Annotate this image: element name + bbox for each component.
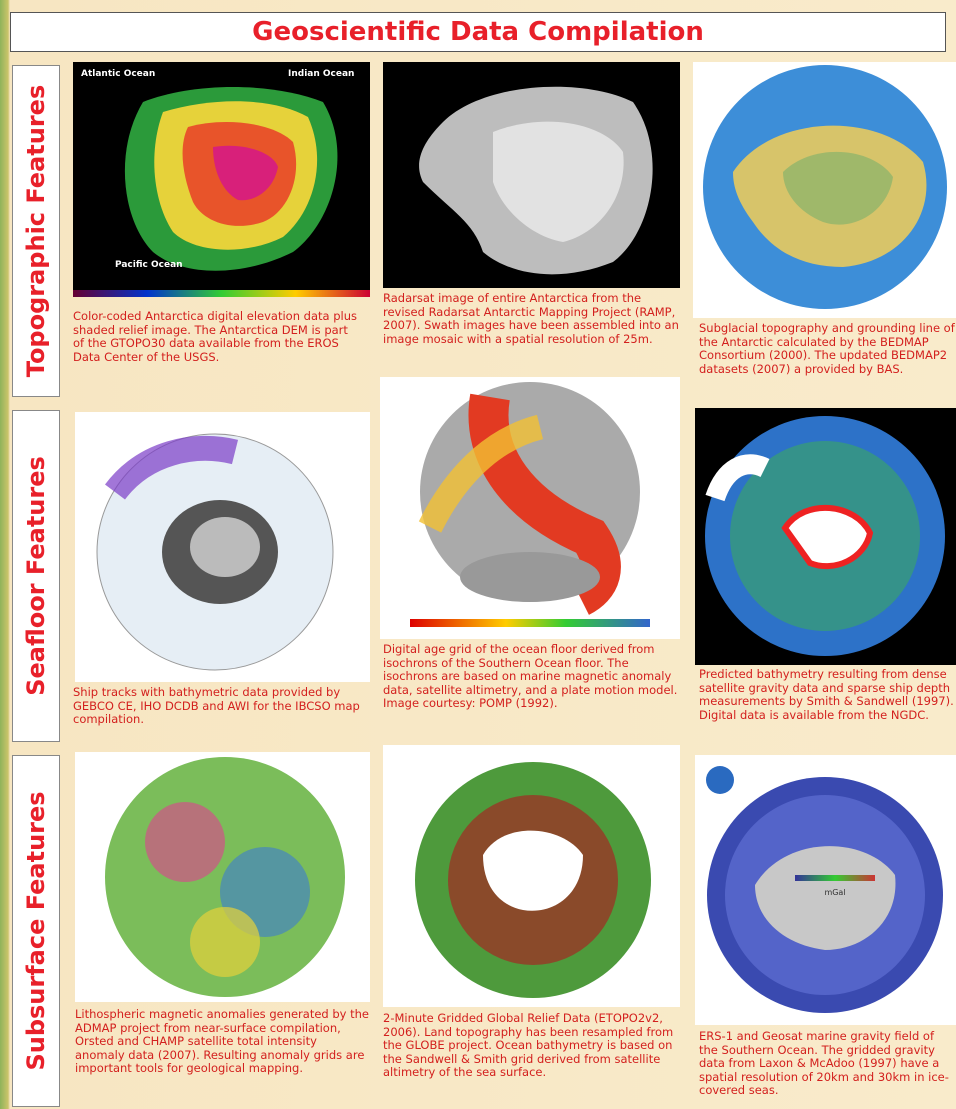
map-label: Pacific Ocean: [115, 260, 183, 270]
caption: Predicted bathymetry resulting from dens…: [699, 668, 954, 722]
dem-image: Atlantic Ocean Indian Ocean Pacific Ocea…: [73, 62, 370, 297]
caption: ERS-1 and Geosat marine gravity field of…: [699, 1030, 949, 1097]
title: Geoscientific Data Compilation: [10, 12, 946, 52]
agegrid-image: [380, 377, 680, 639]
radarsat-image: [383, 62, 680, 288]
caption: Lithospheric magnetic anomalies generate…: [75, 1008, 370, 1075]
caption: Radarsat image of entire Antarctica from…: [383, 292, 679, 346]
etopo-image: [383, 745, 680, 1007]
caption: Digital age grid of the ocean floor deri…: [383, 643, 678, 710]
magnetic-image: [75, 752, 370, 1002]
section-label-box: Subsurface Features: [12, 755, 60, 1107]
dem-map: Atlantic Ocean Indian Ocean Pacific Ocea…: [73, 62, 370, 297]
section-label: Topographic Features: [22, 84, 50, 378]
caption: Color-coded Antarctica digital elevation…: [73, 310, 357, 364]
section-label-box: Seafloor Features: [12, 410, 60, 742]
bedmap-image: [693, 62, 956, 318]
map-label: mGal: [824, 888, 845, 897]
section-label: Subsurface Features: [22, 791, 50, 1071]
section-label-box: Topographic Features: [12, 65, 60, 397]
caption: Ship tracks with bathymetric data provid…: [73, 686, 360, 726]
section-label: Seafloor Features: [22, 456, 50, 696]
caption: 2-Minute Gridded Global Relief Data (ETO…: [383, 1012, 674, 1079]
shiptrack-image: [75, 412, 370, 682]
map-label: Atlantic Ocean: [81, 69, 155, 79]
gravity-image: mGal: [695, 755, 956, 1025]
bathymetry-image: [695, 408, 956, 665]
map-label: Indian Ocean: [288, 69, 354, 79]
caption: Subglacial topography and grounding line…: [699, 322, 955, 376]
